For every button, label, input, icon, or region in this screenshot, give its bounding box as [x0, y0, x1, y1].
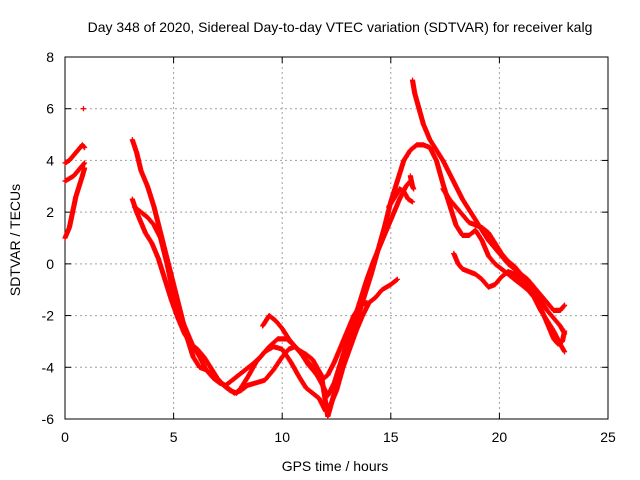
x-tick-label: 15 — [383, 429, 399, 445]
x-tick-label: 20 — [492, 429, 508, 445]
series-track-i — [386, 186, 416, 210]
data-marks — [62, 77, 568, 420]
series-track-j — [407, 173, 417, 192]
x-axis-label: GPS time / hours — [282, 458, 389, 474]
data-point-markers — [62, 165, 88, 241]
y-tick-label: 2 — [46, 204, 54, 220]
data-point-markers — [62, 160, 88, 184]
data-point-markers — [386, 186, 416, 210]
chart-title: Day 348 of 2020, Sidereal Day-to-day VTE… — [88, 19, 593, 35]
series-track-l — [440, 186, 568, 313]
data-point-markers — [131, 178, 413, 399]
tick-labels: 0 5 10 15 20 25 -6 -4 -2 0 2 4 6 8 — [42, 49, 616, 445]
series-track-g — [131, 178, 413, 399]
y-axis-label: SDTVAR / TECUs — [7, 184, 23, 296]
data-point-markers — [440, 186, 568, 313]
series-track-c — [62, 165, 88, 241]
y-tick-label: -6 — [42, 411, 55, 427]
series-track-m — [451, 250, 568, 347]
y-tick-label: 4 — [46, 152, 54, 168]
x-tick-label: 25 — [600, 429, 616, 445]
data-point-markers — [62, 142, 88, 166]
series-track-a — [62, 142, 88, 166]
data-point-markers — [407, 173, 417, 192]
data-point-markers — [80, 106, 87, 112]
y-tick-label: -2 — [42, 308, 55, 324]
data-point-markers — [260, 142, 568, 420]
axis-ticks — [64, 56, 609, 420]
series-track-d — [80, 106, 87, 112]
x-tick-label: 10 — [274, 429, 290, 445]
data-point-markers — [451, 250, 568, 347]
x-tick-label: 0 — [61, 429, 69, 445]
series-track-b — [62, 160, 88, 184]
y-tick-label: -4 — [42, 359, 55, 375]
y-tick-label: 8 — [46, 49, 54, 65]
x-tick-label: 5 — [170, 429, 178, 445]
y-tick-label: 6 — [46, 101, 54, 117]
y-tick-label: 0 — [46, 256, 54, 272]
series-track-h — [260, 142, 568, 420]
